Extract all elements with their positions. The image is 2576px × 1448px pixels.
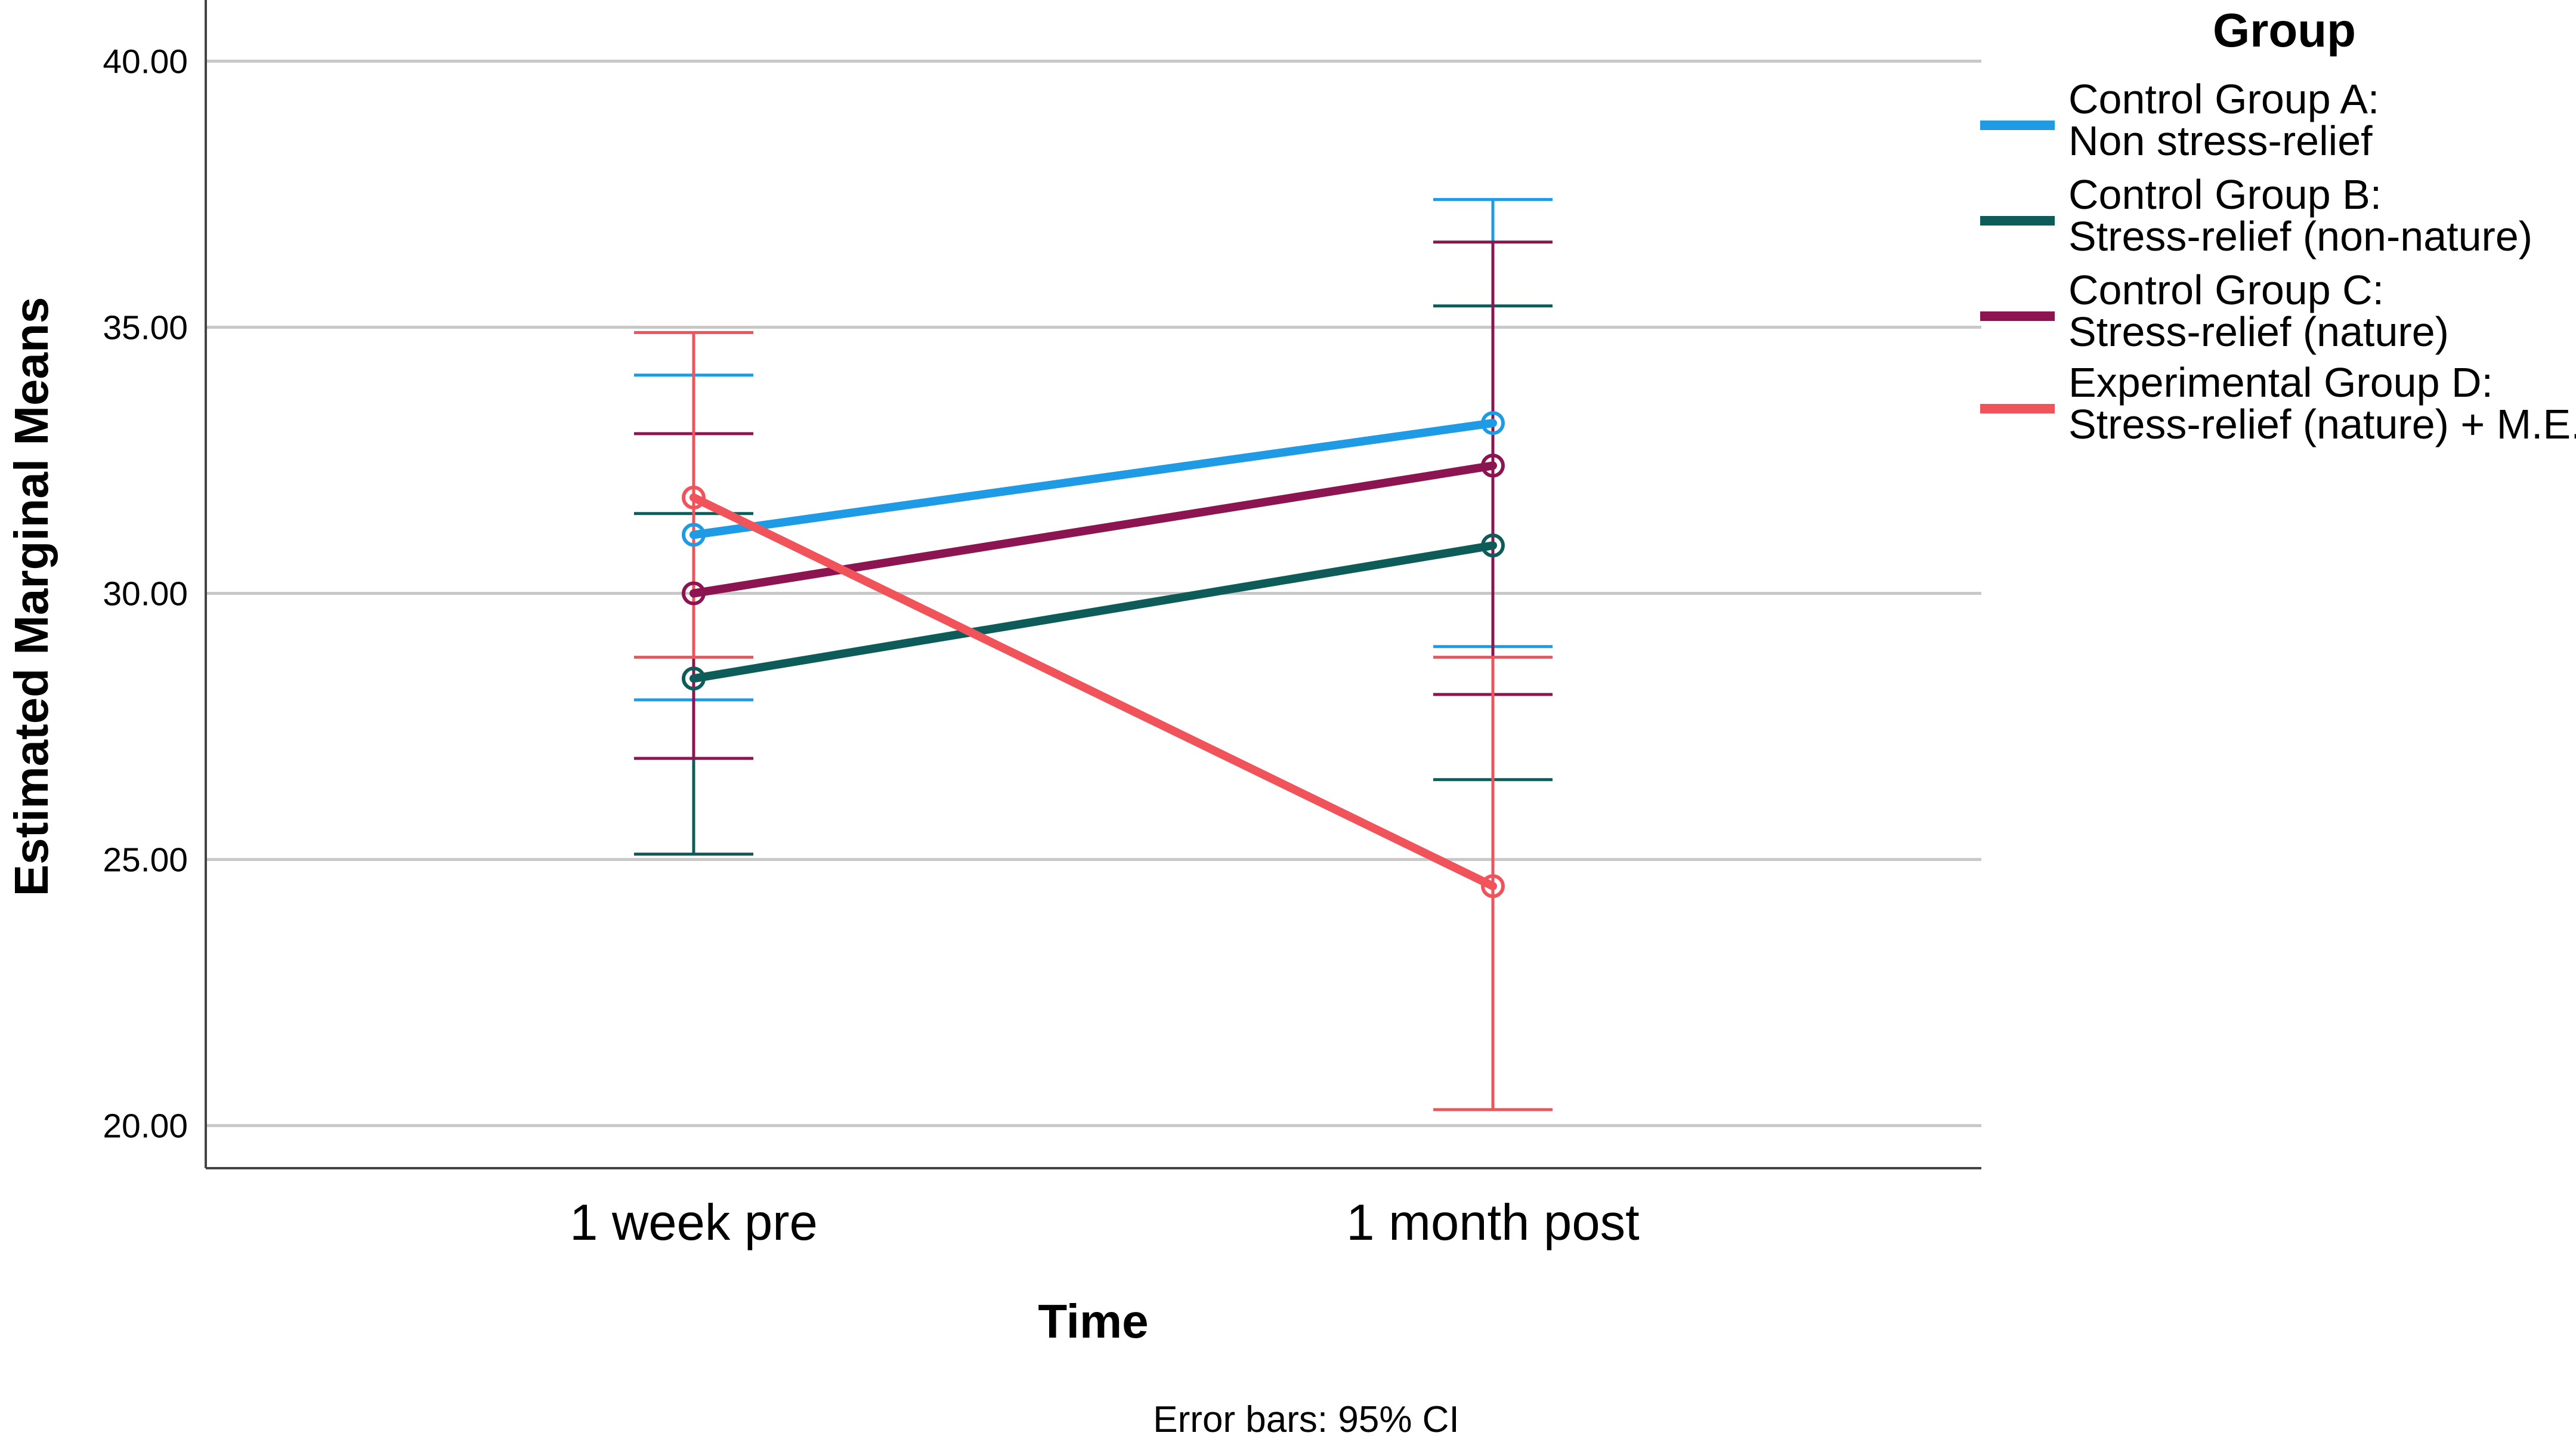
legend: Group Control Group A: Non stress-relief C… [1980,4,2576,447]
error-bars [634,197,1553,1112]
legend-label: Stress-relief (non-nature) [2068,213,2532,260]
data-point [682,666,706,691]
legend-label: Experimental Group D: [2068,359,2493,406]
y-tick-label: 25.00 [103,841,188,879]
series-line [689,419,1497,539]
y-tick-label: 35.00 [103,308,188,347]
x-tick-label: 1 month post [1346,1194,1639,1251]
legend-label: Non stress-relief [2068,118,2373,164]
y-axis-title: Estimated Marginal Means [5,297,58,897]
series-line [689,461,1497,598]
legend-label: Stress-relief (nature) + M.E. [2068,401,2576,447]
data-point [682,581,706,606]
x-tick-label: 1 week pre [570,1194,818,1251]
data-point [682,523,706,547]
legend-label: Control Group A: [2068,76,2379,122]
y-tick-label: 40.00 [103,42,188,81]
legend-label: Stress-relief (nature) [2068,308,2449,355]
data-point [1481,411,1505,436]
data-point [1481,874,1505,899]
series-lines [689,419,1497,891]
data-markers [682,411,1505,899]
data-point [1481,453,1505,478]
error-bar-footnote: Error bars: 95% CI [1153,1399,1459,1440]
axis-labels: 20.00 25.00 30.00 35.00 40.00 1 week pre 1 mon… [5,42,1640,1440]
series-line [689,493,1497,891]
legend-label: Control Group B: [2068,171,2382,218]
x-axis-title: Time [1038,1295,1148,1348]
legend-title: Group [2213,4,2356,57]
series-line [689,541,1497,683]
data-point [1481,533,1505,558]
y-tick-label: 30.00 [103,575,188,613]
axes [205,0,1981,1169]
gridlines [206,59,1981,1128]
legend-label: Control Group C: [2068,267,2384,313]
y-tick-label: 20.00 [103,1107,188,1146]
data-point [682,485,706,510]
